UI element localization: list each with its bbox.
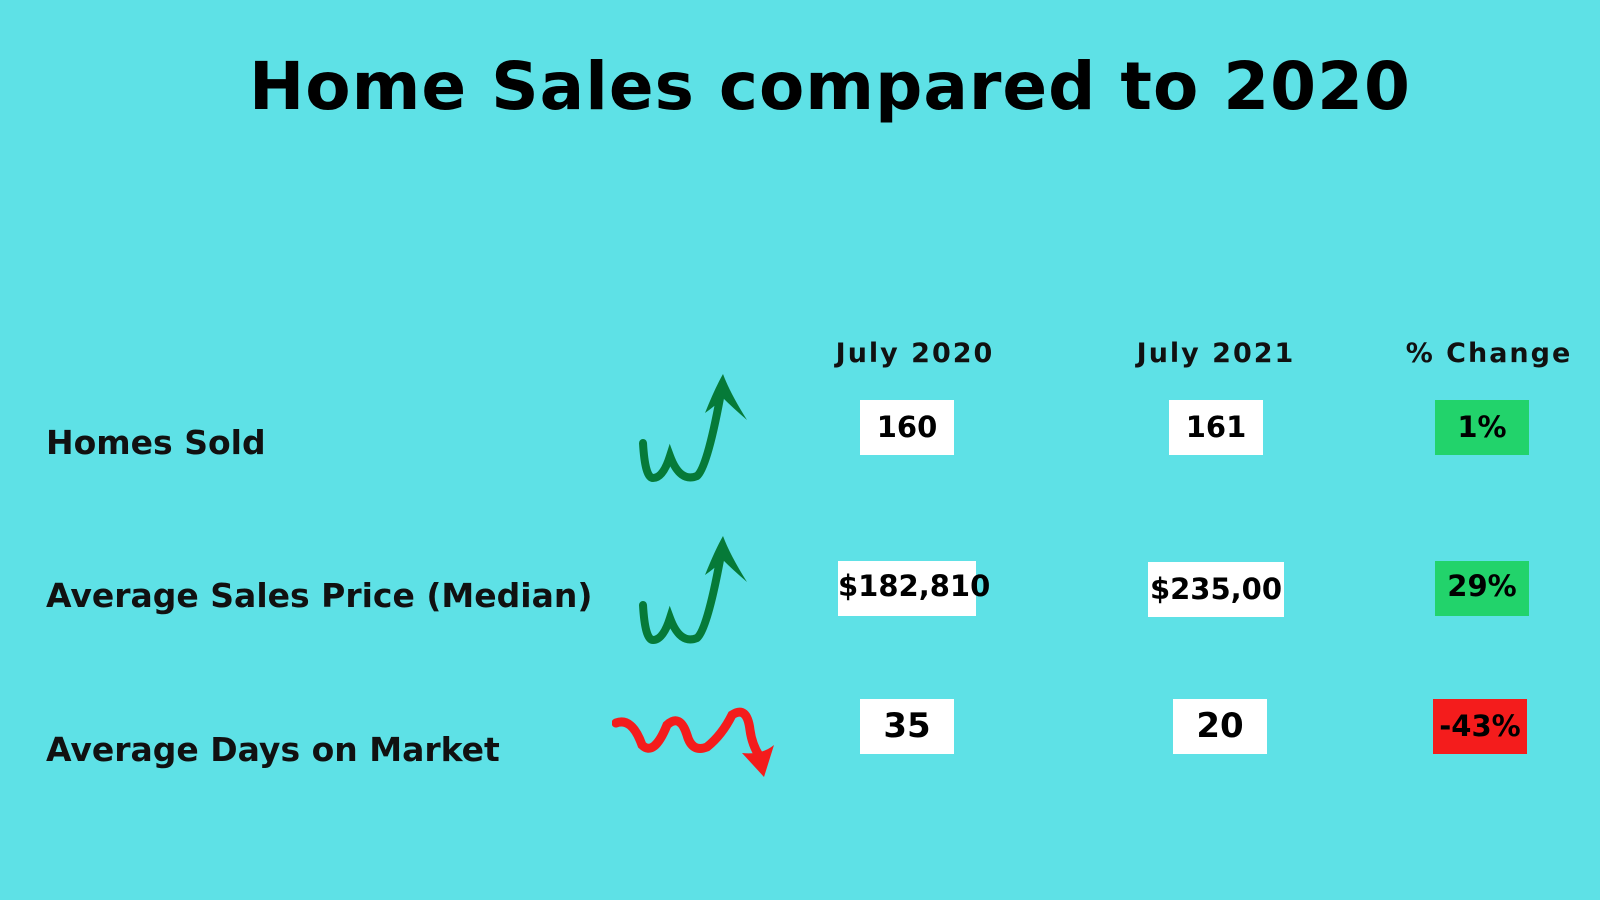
row-label: Average Days on Market — [46, 730, 500, 769]
cell: 161 — [1169, 400, 1263, 455]
cell: -43% — [1433, 699, 1527, 754]
trend-up-icon — [639, 536, 747, 645]
cell: 35 — [860, 699, 954, 754]
cell: $182,810 — [838, 561, 990, 616]
cell: 1% — [1435, 400, 1529, 455]
trend-up-icon — [639, 374, 747, 483]
cell: 29% — [1435, 561, 1529, 616]
cell: $235,00 — [1148, 562, 1284, 617]
row-label: Homes Sold — [46, 423, 266, 462]
title: Home Sales compared to 2020 — [249, 48, 1411, 125]
column-header: % Change — [1405, 338, 1573, 369]
column-header: July 2021 — [1136, 338, 1296, 369]
cell: 160 — [860, 400, 954, 455]
column-header: July 2020 — [835, 338, 995, 369]
cell: 20 — [1173, 699, 1267, 754]
trend-down-icon — [612, 707, 774, 777]
row-label: Average Sales Price (Median) — [46, 576, 593, 615]
